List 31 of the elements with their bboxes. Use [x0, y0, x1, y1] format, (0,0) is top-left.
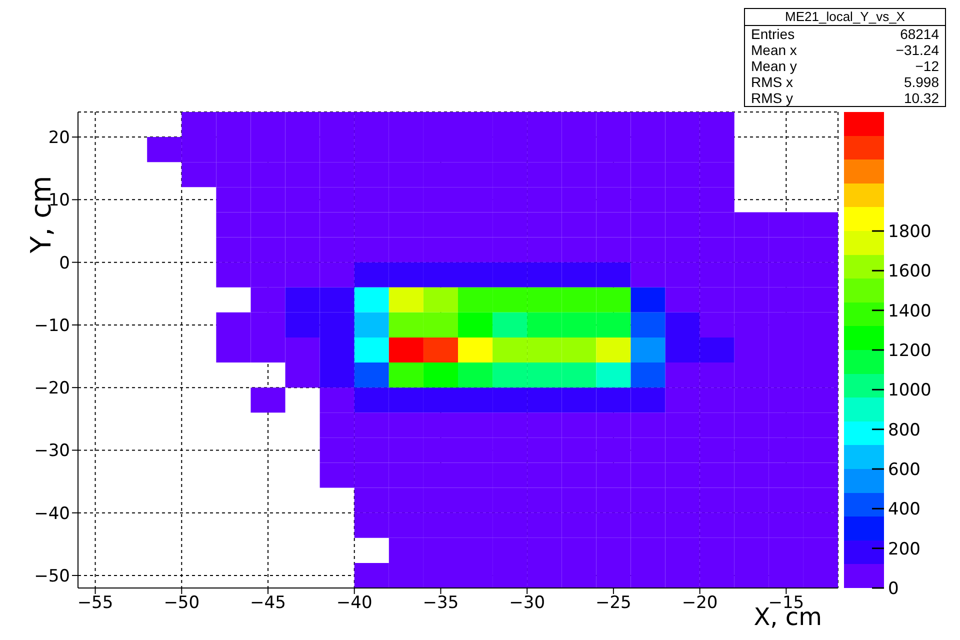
color-bar-label: 400: [888, 500, 920, 520]
color-bar-label: 200: [888, 539, 920, 560]
text: Mean x −31.24: [751, 42, 939, 58]
y-tick-label: −10: [34, 316, 70, 336]
color-bar-label: 1800: [888, 222, 932, 242]
color-bar-label: 1400: [888, 301, 932, 322]
x-tick-label: −40: [336, 593, 372, 614]
x-tick-label: −35: [422, 593, 459, 614]
color-bar-label: 800: [888, 420, 920, 440]
text: Mean y −12: [751, 58, 939, 74]
color-bar-label: 1200: [888, 341, 932, 361]
color-bar-label: 1600: [888, 262, 932, 282]
color-bar-label: 600: [888, 460, 920, 480]
x-tick-label: −30: [509, 593, 546, 614]
x-tick-label: −45: [250, 593, 286, 614]
text: RMS y 10.32: [751, 90, 939, 106]
y-tick-label: −40: [34, 504, 70, 524]
y-tick-label: 0: [59, 253, 70, 274]
y-tick-label: −50: [34, 566, 70, 587]
x-tick-label: −25: [596, 593, 632, 614]
color-bar-label: 0: [888, 579, 899, 599]
text: ME21_local_Y_vs_X: [745, 9, 945, 26]
y-tick-label: −30: [34, 441, 70, 462]
text: Entries 68214: [751, 26, 939, 42]
y-tick-label: 20: [48, 128, 70, 148]
x-tick-label: −50: [164, 593, 200, 614]
color-bar-label: 1000: [888, 380, 932, 401]
text: RMS x 5.998: [751, 74, 939, 90]
x-tick-label: −20: [682, 593, 718, 614]
x-tick-label: −55: [77, 593, 114, 614]
y-tick-label: −20: [34, 378, 70, 399]
